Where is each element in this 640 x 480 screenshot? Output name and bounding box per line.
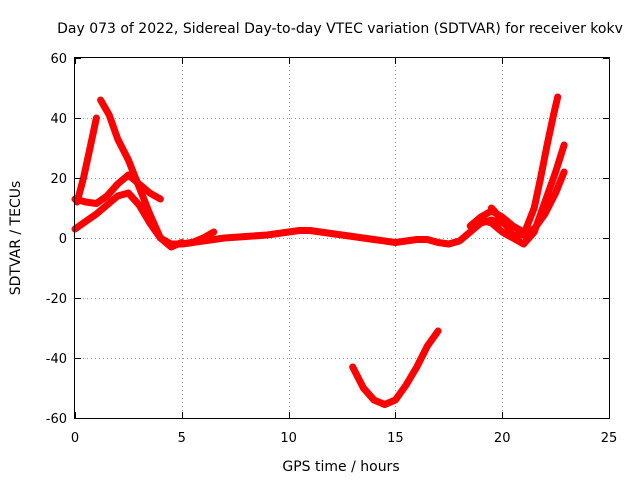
y-tick-label: 40: [50, 112, 67, 127]
series-arc-4: [97, 96, 186, 251]
series-arc-7: [466, 168, 568, 236]
x-tick-label: 15: [387, 431, 404, 446]
x-tick-label: 0: [71, 431, 79, 446]
axis-ticks: 0 5 10 15 20 25 -60 -40 -20 0 20 40 60: [46, 52, 618, 446]
x-tick-label: 25: [601, 431, 618, 446]
y-tick-label: -60: [46, 412, 67, 427]
y-tick-label: 20: [50, 172, 67, 187]
series-arc-9: [488, 93, 562, 239]
y-axis-label: SDTVAR / TECUs: [8, 181, 24, 296]
x-tick-label: 10: [280, 431, 297, 446]
series-arc-1: [71, 171, 164, 207]
series-arc-8: [477, 141, 568, 248]
x-tick-label: 5: [178, 431, 186, 446]
y-tick-label: -20: [46, 292, 67, 307]
series-arc-3: [73, 114, 100, 206]
x-tick-label: 20: [494, 431, 511, 446]
y-tick-label: 60: [50, 52, 67, 67]
chart-title: Day 073 of 2022, Sidereal Day-to-day VTE…: [57, 21, 623, 37]
y-tick-label: 0: [59, 232, 67, 247]
series-arc-5: [178, 216, 506, 248]
x-axis-label: GPS time / hours: [282, 459, 399, 475]
plot-frame: [74, 57, 610, 419]
data-series: [71, 93, 568, 408]
series-arc-6: [349, 327, 442, 408]
y-tick-label: -40: [46, 352, 67, 367]
